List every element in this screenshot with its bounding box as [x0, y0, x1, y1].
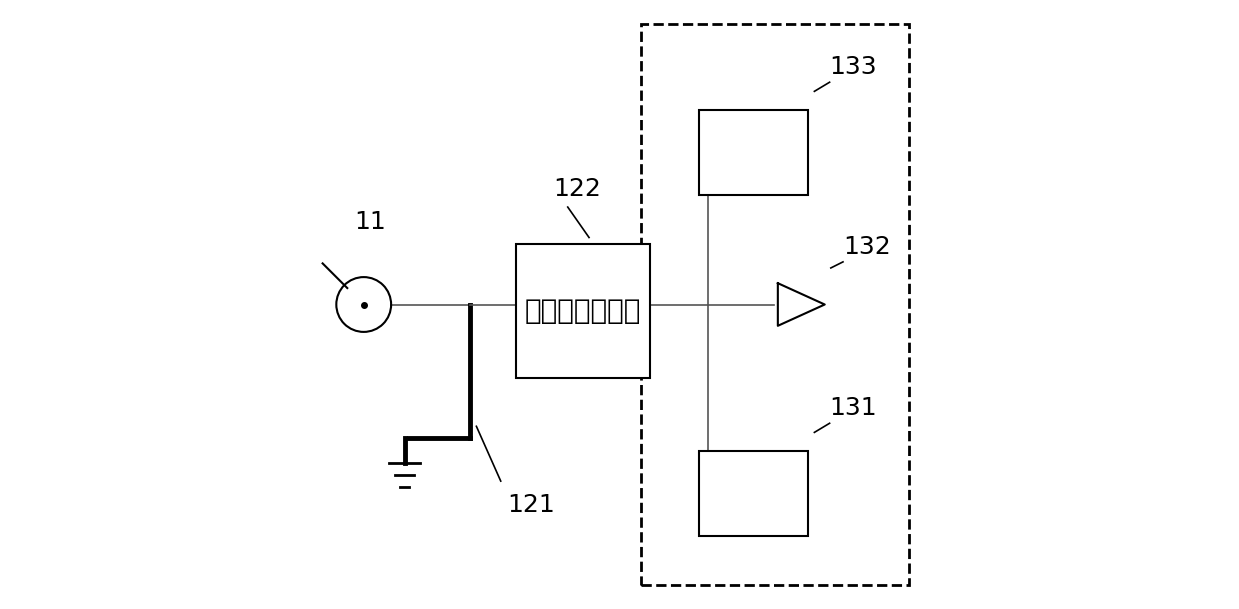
Text: 132: 132 [843, 235, 891, 259]
FancyBboxPatch shape [699, 451, 808, 536]
Text: 133: 133 [830, 55, 877, 79]
FancyBboxPatch shape [515, 244, 650, 378]
Text: 121: 121 [507, 493, 555, 517]
FancyBboxPatch shape [699, 110, 808, 195]
Text: 122: 122 [553, 177, 601, 201]
Text: 11: 11 [354, 211, 385, 234]
Text: 131: 131 [830, 396, 877, 420]
Text: 低频过滤元器件: 低频过滤元器件 [525, 297, 641, 325]
